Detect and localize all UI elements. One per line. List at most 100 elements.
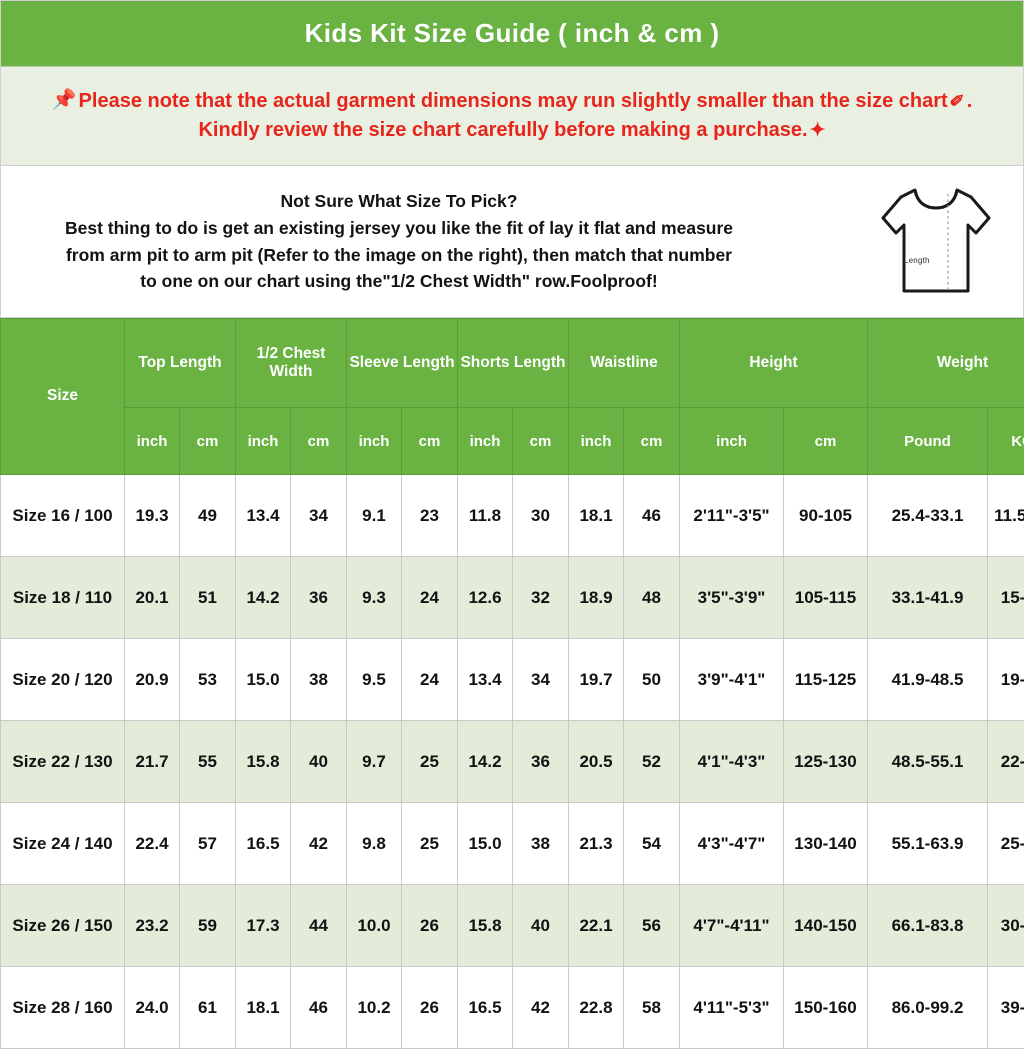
table-cell: 11.5-15 [988,475,1024,557]
table-cell: 14.2 [236,557,291,639]
cell-size-label: Size 20 / 120 [1,639,125,721]
help-question: Not Sure What Size To Pick? [7,188,791,215]
table-cell: 2'11"-3'5" [680,475,784,557]
table-cell: 4'3"-4'7" [680,803,784,885]
table-cell: 19.3 [125,475,180,557]
table-cell: 20.9 [125,639,180,721]
table-cell: 16.5 [236,803,291,885]
table-cell: 54 [624,803,680,885]
table-cell: 26 [402,885,458,967]
table-cell: 115-125 [784,639,868,721]
help-line-1: Best thing to do is get an existing jers… [7,215,791,242]
unit-header-weight-kg: KG [988,408,1024,475]
table-cell: 21.3 [569,803,624,885]
table-cell: 48.5-55.1 [868,721,988,803]
table-cell: 140-150 [784,885,868,967]
table-cell: 59 [180,885,236,967]
table-cell: 48 [624,557,680,639]
table-cell: 15-19 [988,557,1024,639]
tshirt-diagram: Length [871,178,1001,303]
table-header: Size Top Length 1/2 Chest Width Sleeve L… [1,319,1024,475]
table-cell: 9.1 [347,475,402,557]
table-cell: 34 [513,639,569,721]
table-unit-header-row: inch cm inch cm inch cm inch cm inch cm … [1,408,1024,475]
table-cell: 4'1"-4'3" [680,721,784,803]
notice-line-1: 📌 Please note that the actual garment di… [52,87,973,116]
unit-header-chest-width-inch: inch [236,408,291,475]
table-cell: 39-45 [988,967,1024,1049]
table-cell: 15.8 [236,721,291,803]
table-cell: 10.0 [347,885,402,967]
table-cell: 25 [402,721,458,803]
table-cell: 4'7"-4'11" [680,885,784,967]
unit-header-height-cm: cm [784,408,868,475]
notice-text-1: Please note that the actual garment dime… [79,87,948,116]
size-guide-page: Kids Kit Size Guide ( inch & cm ) 📌 Plea… [0,0,1024,1024]
table-cell: 9.8 [347,803,402,885]
table-cell: 19.7 [569,639,624,721]
table-cell: 15.0 [236,639,291,721]
help-section: Not Sure What Size To Pick? Best thing t… [0,166,1024,318]
table-cell: 9.7 [347,721,402,803]
table-cell: 46 [624,475,680,557]
pushpin-icon: 📌 [52,86,77,115]
table-cell: 10.2 [347,967,402,1049]
table-cell: 56 [624,885,680,967]
cell-size-label: Size 22 / 130 [1,721,125,803]
table-cell: 18.1 [236,967,291,1049]
table-cell: 61 [180,967,236,1049]
table-cell: 13.4 [236,475,291,557]
table-cell: 105-115 [784,557,868,639]
table-cell: 41.9-48.5 [868,639,988,721]
table-cell: 22.8 [569,967,624,1049]
table-cell: 50 [624,639,680,721]
table-cell: 130-140 [784,803,868,885]
table-cell: 21.7 [125,721,180,803]
table-cell: 20.1 [125,557,180,639]
col-header-chest-width: 1/2 Chest Width [236,319,347,408]
help-line-3: to one on our chart using the"1/2 Chest … [7,268,791,295]
cell-size-label: Size 24 / 140 [1,803,125,885]
cell-size-label: Size 18 / 110 [1,557,125,639]
table-cell: 55 [180,721,236,803]
table-cell: 40 [513,885,569,967]
table-group-header-row: Size Top Length 1/2 Chest Width Sleeve L… [1,319,1024,408]
table-cell: 16.5 [458,967,513,1049]
table-cell: 9.3 [347,557,402,639]
table-cell: 15.0 [458,803,513,885]
table-cell: 23.2 [125,885,180,967]
col-header-weight: Weight [868,319,1024,408]
table-cell: 36 [291,557,347,639]
table-cell: 24.0 [125,967,180,1049]
unit-header-shorts-length-cm: cm [513,408,569,475]
help-line-2: from arm pit to arm pit (Refer to the im… [7,242,791,269]
col-header-shorts-length: Shorts Length [458,319,569,408]
unit-header-top-length-inch: inch [125,408,180,475]
table-cell: 46 [291,967,347,1049]
table-cell: 36 [513,721,569,803]
table-cell: 11.8 [458,475,513,557]
col-header-waistline: Waistline [569,319,680,408]
table-cell: 24 [402,557,458,639]
table-cell: 51 [180,557,236,639]
table-cell: 19-22 [988,639,1024,721]
unit-header-shorts-length-inch: inch [458,408,513,475]
table-cell: 20.5 [569,721,624,803]
table-cell: 26 [402,967,458,1049]
page-title-banner: Kids Kit Size Guide ( inch & cm ) [0,0,1024,66]
table-cell: 42 [291,803,347,885]
table-cell: 57 [180,803,236,885]
table-cell: 49 [180,475,236,557]
table-cell: 17.3 [236,885,291,967]
sparkle-icon: ✦ [810,117,826,145]
table-cell: 52 [624,721,680,803]
table-cell: 32 [513,557,569,639]
cell-size-label: Size 28 / 160 [1,967,125,1049]
